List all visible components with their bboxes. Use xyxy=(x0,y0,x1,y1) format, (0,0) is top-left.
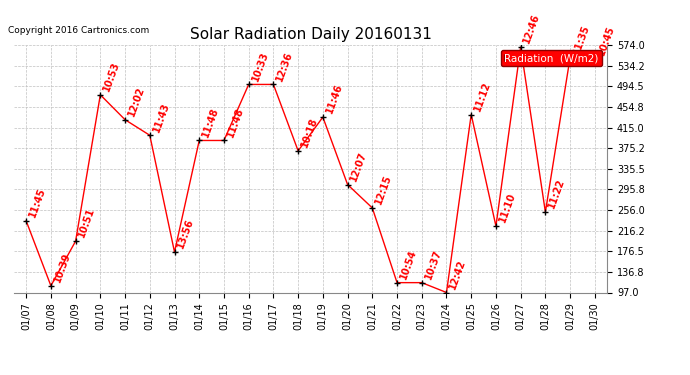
Text: 11:45: 11:45 xyxy=(28,186,48,219)
Text: Copyright 2016 Cartronics.com: Copyright 2016 Cartronics.com xyxy=(8,26,149,35)
Text: 10:37: 10:37 xyxy=(423,248,443,280)
Text: 11:46: 11:46 xyxy=(324,82,344,115)
Legend: Radiation  (W/m2): Radiation (W/m2) xyxy=(502,50,602,66)
Text: 11:35: 11:35 xyxy=(571,23,591,56)
Text: 12:15: 12:15 xyxy=(373,173,393,206)
Text: 12:36: 12:36 xyxy=(275,50,295,82)
Text: 11:43: 11:43 xyxy=(151,100,171,133)
Text: 11:12: 11:12 xyxy=(473,80,493,112)
Text: 11:48: 11:48 xyxy=(225,106,245,138)
Text: 12:42: 12:42 xyxy=(448,258,468,290)
Title: Solar Radiation Daily 20160131: Solar Radiation Daily 20160131 xyxy=(190,27,431,42)
Text: 10:51: 10:51 xyxy=(77,207,97,239)
Text: 12:07: 12:07 xyxy=(349,150,369,183)
Text: 10:54: 10:54 xyxy=(398,248,418,280)
Text: 10:33: 10:33 xyxy=(250,50,270,82)
Text: 11:48: 11:48 xyxy=(201,106,221,138)
Text: 10:53: 10:53 xyxy=(101,60,121,93)
Text: 12:46: 12:46 xyxy=(522,12,542,45)
Text: 12:02: 12:02 xyxy=(126,85,146,118)
Text: 11:10: 11:10 xyxy=(497,192,518,224)
Text: 10:18: 10:18 xyxy=(299,116,319,149)
Text: 13:56: 13:56 xyxy=(176,217,196,250)
Text: 11:22: 11:22 xyxy=(546,177,566,210)
Text: 10:45: 10:45 xyxy=(596,24,616,57)
Text: 10:39: 10:39 xyxy=(52,251,72,284)
